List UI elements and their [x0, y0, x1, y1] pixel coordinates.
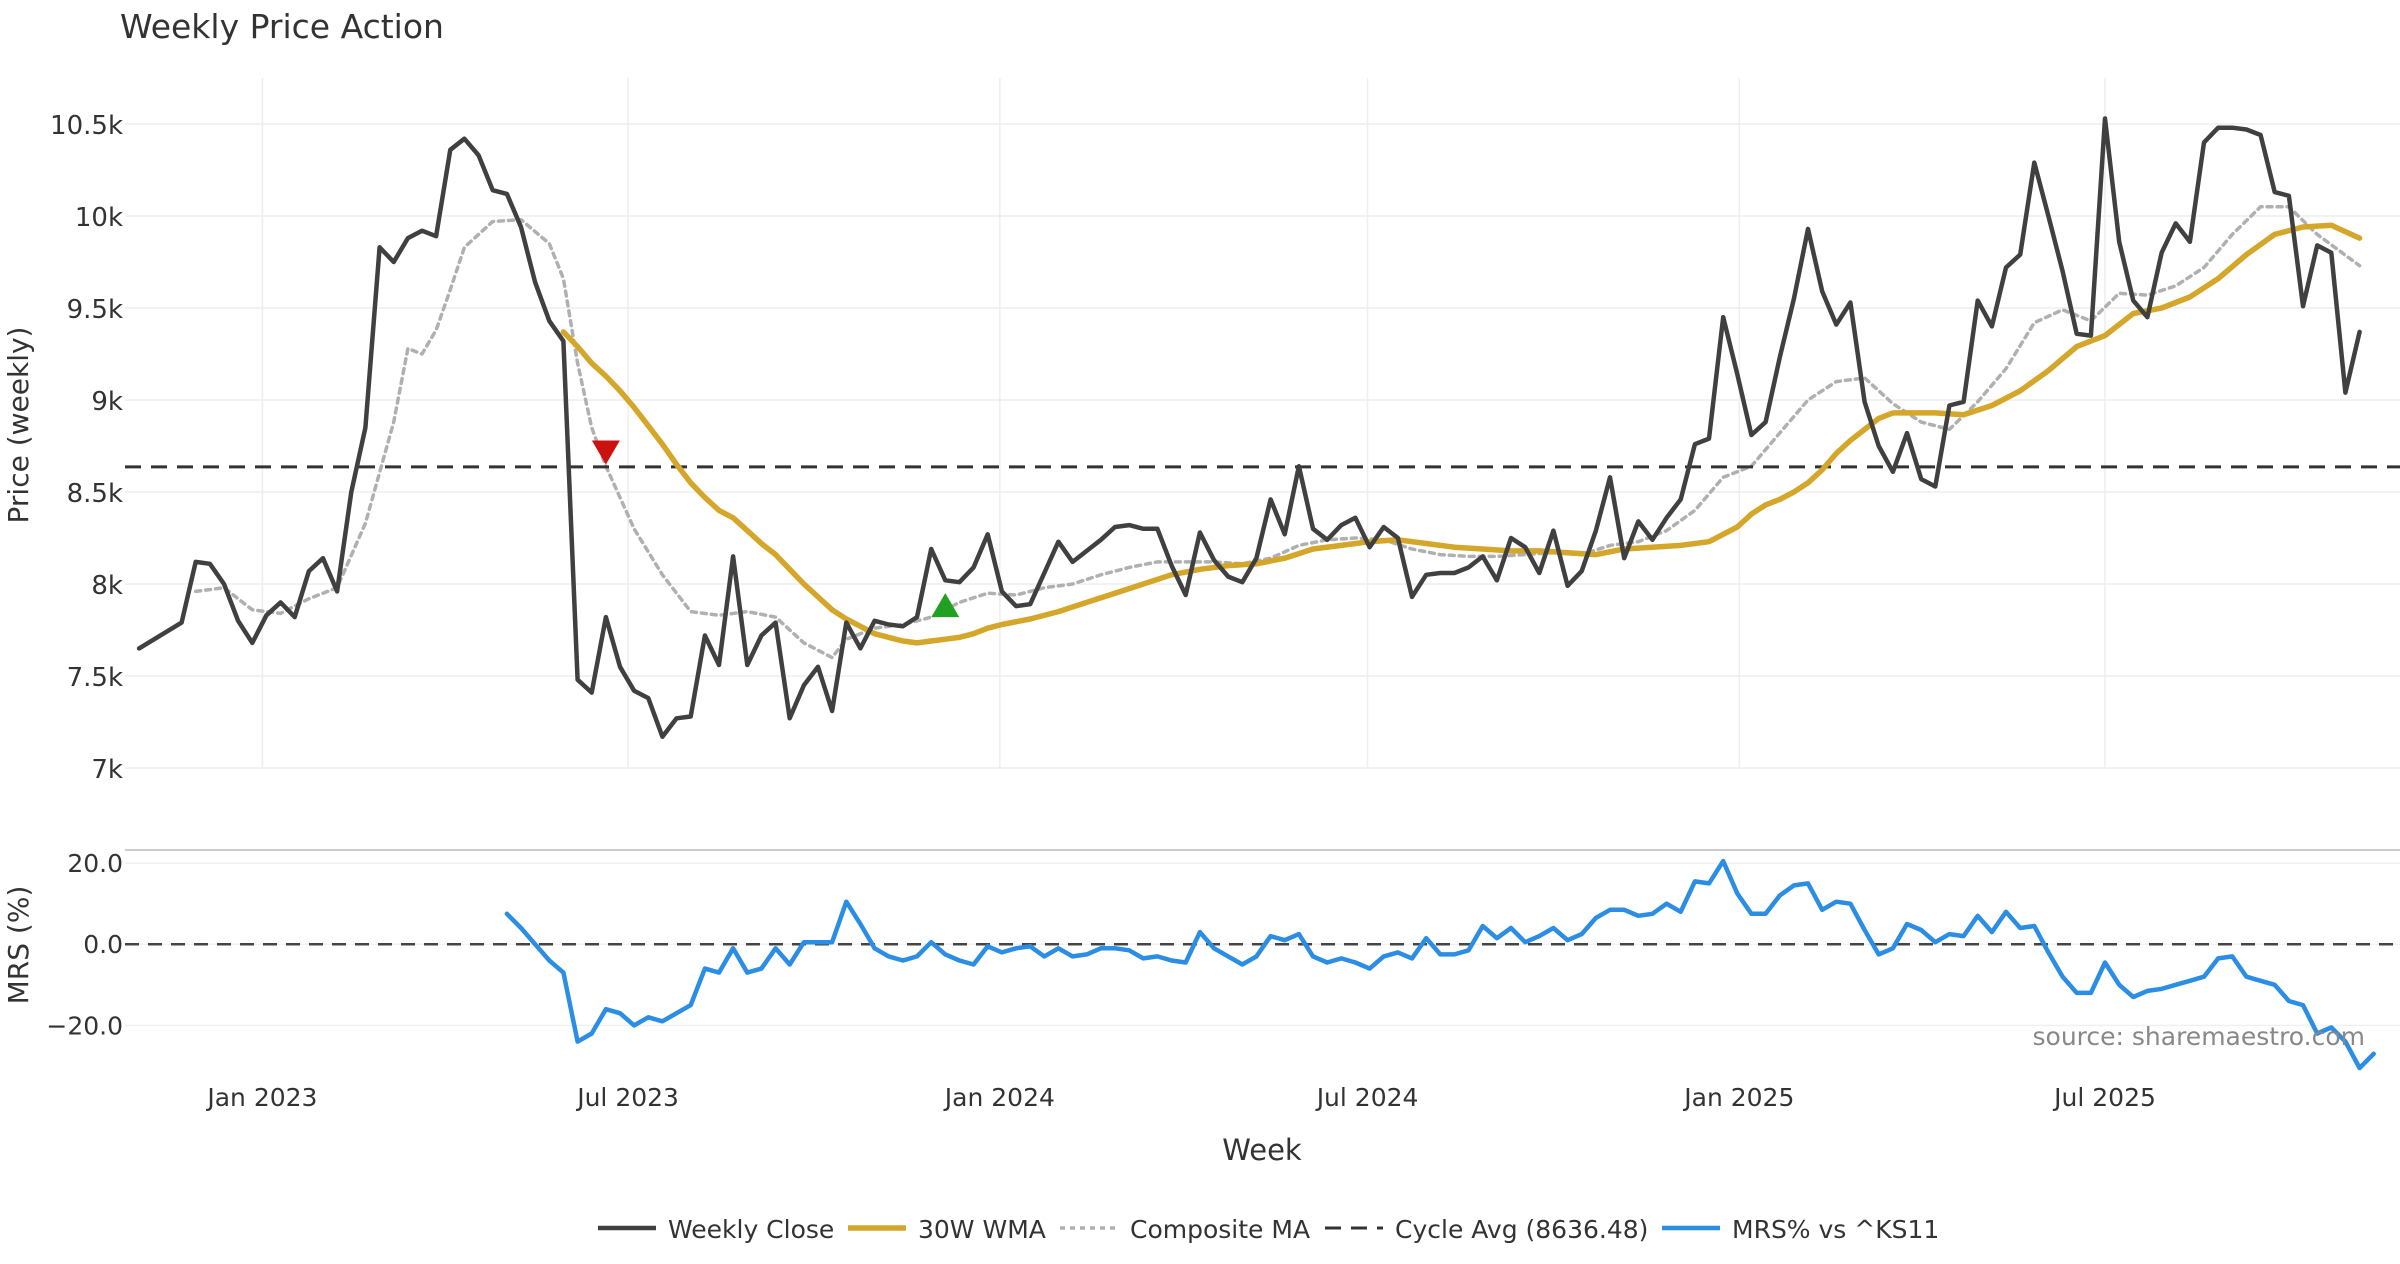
chart-title: Weekly Price Action	[120, 7, 444, 46]
price-y-tick-label: 9k	[91, 387, 123, 417]
legend: Weekly Close 30W WMA Composite MA Cycle Avg…	[598, 1215, 1939, 1244]
source-note: source: sharemaestro.com	[2033, 1022, 2366, 1051]
legend-label: Composite MA	[1130, 1215, 1310, 1244]
legend-label: Cycle Avg (8636.48)	[1395, 1215, 1648, 1244]
x-tick-label: Jul 2023	[575, 1083, 679, 1112]
x-tick-label: Jan 2023	[205, 1083, 317, 1112]
mrs-y-tick-label: 0.0	[83, 930, 123, 959]
x-tick-label: Jul 2025	[2052, 1083, 2156, 1112]
x-tick-label: Jan 2025	[1682, 1083, 1794, 1112]
x-tick-label: Jan 2024	[943, 1083, 1055, 1112]
buy-signal-marker	[931, 593, 960, 618]
legend-item: 30W WMA	[848, 1215, 1046, 1244]
mrs-y-tick-label: −20.0	[46, 1011, 123, 1040]
price-gridlines	[125, 78, 2400, 769]
x-ticks: Jan 2023 Jul 2023 Jan 2024 Jul 2024 Jan 2025…	[205, 1083, 2156, 1112]
price-y-tick-label: 9.5k	[67, 295, 123, 325]
legend-label: Weekly Close	[668, 1215, 834, 1244]
sell-signal-marker	[591, 440, 620, 465]
mrs-y-axis-label: MRS (%)	[2, 886, 35, 1005]
legend-item: Weekly Close	[598, 1215, 834, 1244]
price-y-tick-label: 8k	[91, 571, 123, 601]
price-y-tick-label: 10.5k	[50, 111, 123, 141]
x-tick-label: Jul 2024	[1315, 1083, 1419, 1112]
price-y-axis-label: Price (weekly)	[2, 327, 35, 524]
price-y-tick-label: 7.5k	[67, 663, 123, 693]
price-y-ticks: 7k 7.5k 8k 8.5k 9k 9.5k 10k 10.5k	[50, 111, 123, 785]
legend-item: Composite MA	[1060, 1215, 1310, 1244]
series-weekly-close	[136, 116, 2362, 739]
price-y-tick-label: 10k	[75, 203, 123, 233]
mrs-y-ticks: 20.0 0.0 −20.0	[46, 849, 123, 1040]
x-axis-label: Week	[1222, 1133, 1302, 1167]
legend-label: MRS% vs ^KS11	[1732, 1215, 1939, 1244]
series-layer	[125, 116, 2400, 1071]
legend-label: 30W WMA	[918, 1215, 1046, 1244]
series-30w-wma	[560, 222, 2363, 646]
signal-markers	[591, 440, 960, 618]
mrs-y-tick-label: 20.0	[67, 849, 123, 878]
series-mrs-vs-ks11	[504, 858, 2376, 1071]
legend-item: MRS% vs ^KS11	[1662, 1215, 1939, 1244]
legend-item: Cycle Avg (8636.48)	[1325, 1215, 1648, 1244]
series-composite-ma	[193, 205, 2362, 660]
mrs-gridlines	[125, 849, 2400, 1027]
price-y-tick-label: 8.5k	[67, 479, 123, 509]
price-y-tick-label: 7k	[91, 755, 123, 785]
